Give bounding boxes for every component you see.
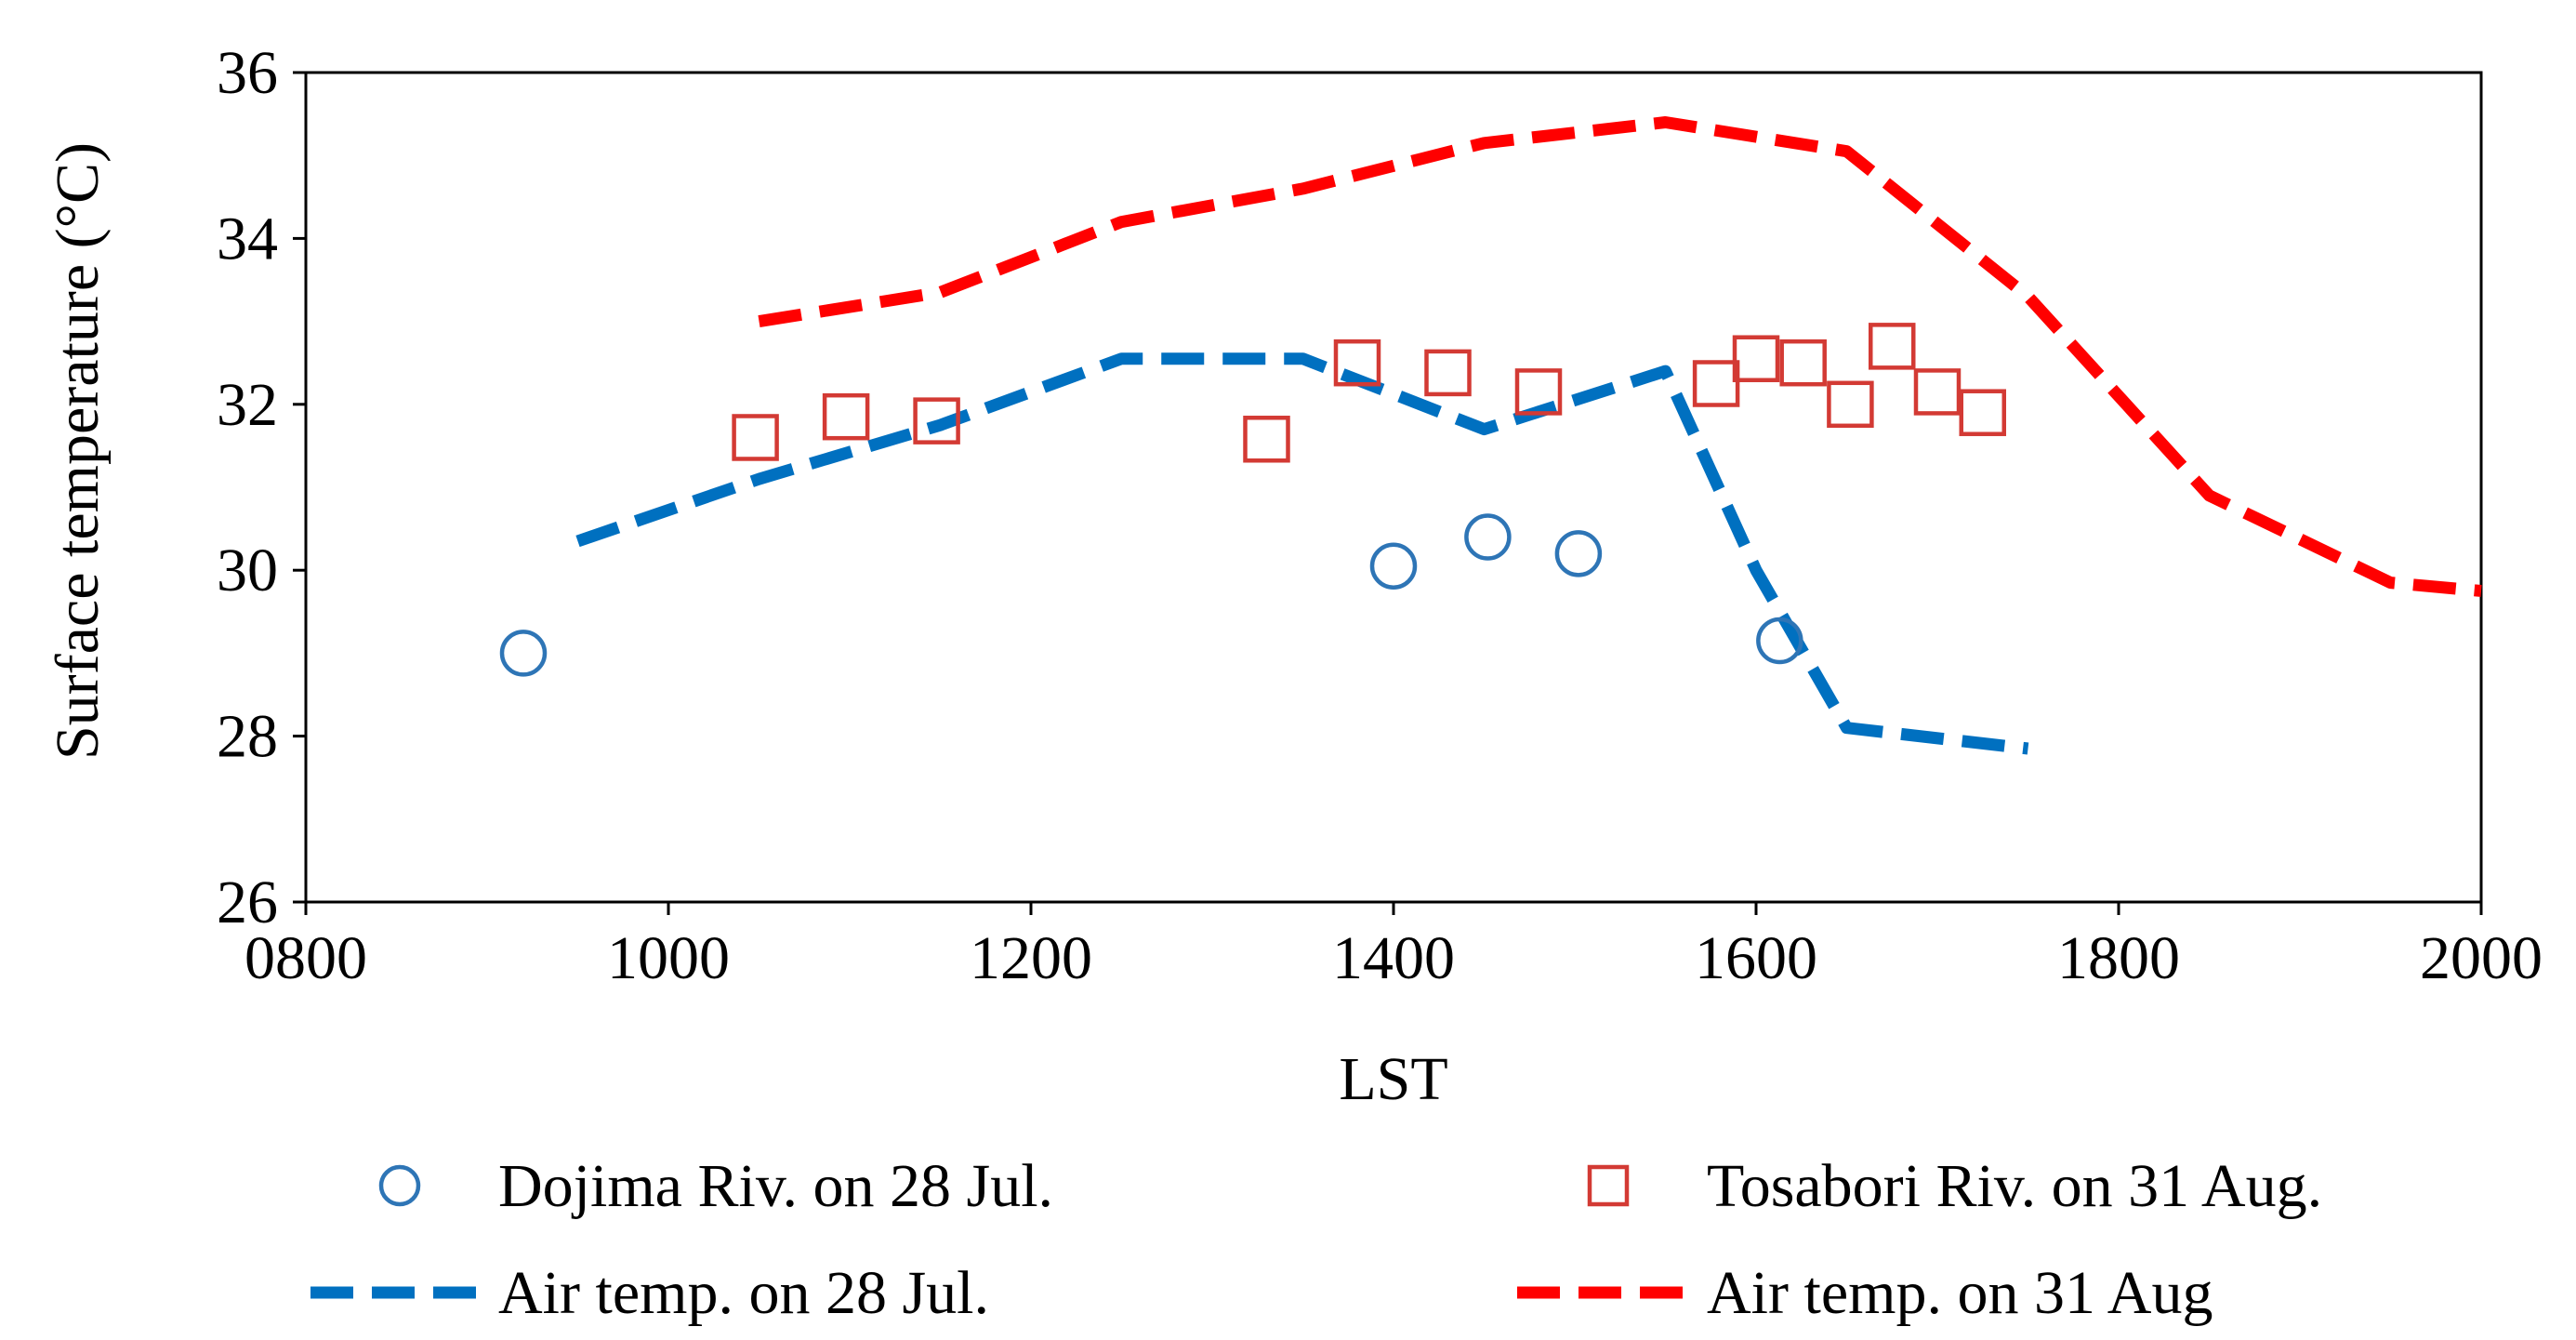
y-tick-label: 30 bbox=[217, 537, 278, 604]
tosabori-point bbox=[1243, 416, 1290, 463]
tosabori-point bbox=[1959, 389, 2006, 436]
tosabori-point bbox=[1913, 368, 1962, 416]
legend-circle-marker bbox=[378, 1164, 421, 1207]
tosabori-point bbox=[732, 414, 779, 461]
tosabori-point bbox=[1779, 338, 1827, 387]
legend-square-marker bbox=[1587, 1164, 1630, 1207]
tick-layer: 0800 1000 1200 1400 1600 1800 2000 26 28 30 32 34 36 bbox=[217, 39, 2543, 992]
legend-label-air-aug: Air temp. on 31 Aug bbox=[1707, 1259, 2213, 1327]
series-line-3 bbox=[758, 116, 2482, 597]
x-tick-label: 1200 bbox=[970, 924, 1092, 992]
tosabori-point bbox=[1827, 380, 1874, 429]
tosabori-point bbox=[1333, 338, 1381, 387]
legend-label-air-jul: Air temp. on 28 Jul. bbox=[498, 1259, 989, 1327]
y-axis-title: Surface temperature (°C) bbox=[44, 142, 112, 760]
x-tick-label: 0800 bbox=[244, 924, 367, 992]
legend: Dojima Riv. on 28 Jul. Tosabori Riv. on … bbox=[310, 1152, 2322, 1327]
x-tick-label: 1800 bbox=[2057, 924, 2180, 992]
x-tick-label: 1400 bbox=[1332, 924, 1455, 992]
tosabori-point bbox=[1514, 368, 1563, 416]
x-axis-title: LST bbox=[1339, 1045, 1447, 1113]
tosabori-point bbox=[1869, 323, 1916, 370]
tosabori-point bbox=[1424, 349, 1472, 397]
tosabori-point bbox=[1692, 360, 1740, 407]
plot-frame bbox=[304, 71, 2483, 904]
tosabori-point bbox=[913, 397, 960, 444]
y-tick-label: 36 bbox=[217, 39, 278, 107]
x-tick-label: 1600 bbox=[1695, 924, 1817, 992]
y-tick-label: 28 bbox=[217, 703, 278, 771]
y-tick-label: 32 bbox=[217, 371, 278, 439]
x-tick-label: 2000 bbox=[2420, 924, 2543, 992]
tosabori-point bbox=[1732, 335, 1780, 382]
y-tick-label: 34 bbox=[217, 205, 278, 272]
tosabori-point bbox=[822, 392, 870, 441]
dojima-point bbox=[1756, 617, 1803, 665]
dojima-point bbox=[499, 630, 548, 677]
series-line-2 bbox=[575, 352, 2029, 755]
legend-label-tosabori: Tosabori Riv. on 31 Aug. bbox=[1707, 1152, 2322, 1220]
dojima-point bbox=[1369, 542, 1418, 590]
y-tick-label: 26 bbox=[217, 869, 278, 936]
legend-label-dojima: Dojima Riv. on 28 Jul. bbox=[498, 1152, 1053, 1220]
dojima-point bbox=[1554, 530, 1603, 577]
x-tick-label: 1000 bbox=[607, 924, 730, 992]
dojima-point bbox=[1464, 513, 1512, 561]
series-layer bbox=[499, 116, 2482, 755]
